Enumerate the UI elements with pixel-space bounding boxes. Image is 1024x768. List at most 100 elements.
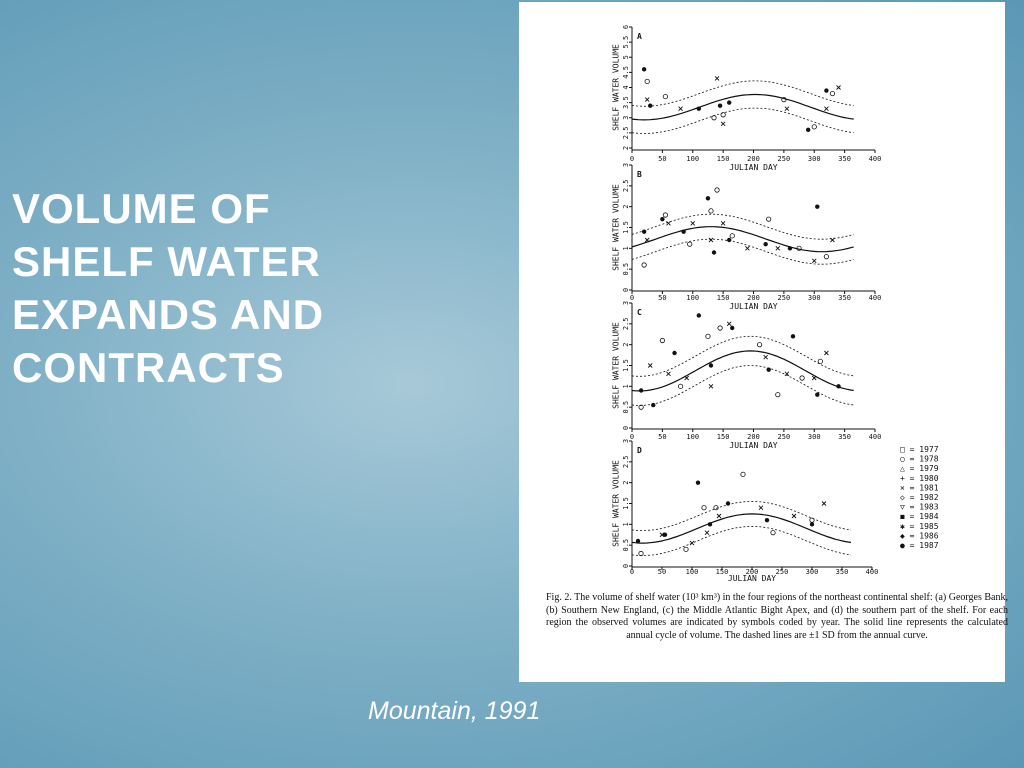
x-tick-label: 200 xyxy=(747,294,760,302)
y-tick-label: 2.5 xyxy=(622,127,630,140)
y-axis-label: SHELF WATER VOLUME xyxy=(612,460,621,547)
legend-entry: ◇ = 1982 xyxy=(900,493,939,502)
data-point xyxy=(809,522,815,527)
y-tick-label: 4 xyxy=(622,85,630,89)
x-tick-label: 0 xyxy=(630,568,634,576)
data-point xyxy=(662,212,669,218)
y-tick-label: 3 xyxy=(622,116,630,120)
data-point xyxy=(796,245,802,251)
legend-entry: ✱ = 1985 xyxy=(900,522,939,531)
data-point xyxy=(787,246,793,251)
legend-entry: ◆ = 1986 xyxy=(900,531,939,540)
data-point xyxy=(711,250,717,255)
y-tick-label: 2.5 xyxy=(622,456,630,469)
data-point xyxy=(647,363,653,368)
x-tick-label: 300 xyxy=(808,433,821,441)
data-point xyxy=(727,237,732,243)
y-tick-label: 1.5 xyxy=(622,221,630,234)
x-tick-label: 150 xyxy=(717,155,730,163)
data-point xyxy=(660,216,665,222)
data-point xyxy=(683,546,689,552)
y-tick-label: 1 xyxy=(622,246,630,250)
y-tick-label: 3 xyxy=(622,439,630,443)
y-tick-label: 2 xyxy=(622,205,630,209)
y-tick-label: 5 xyxy=(622,55,630,59)
data-point xyxy=(763,354,768,360)
sd-curve xyxy=(631,500,852,531)
data-point xyxy=(821,501,827,506)
x-tick-label: 350 xyxy=(838,294,851,302)
legend-entry: + = 1980 xyxy=(900,474,939,483)
figure-background xyxy=(519,2,1005,682)
x-tick-label: 300 xyxy=(808,155,821,163)
data-point xyxy=(707,522,713,527)
x-tick-label: 350 xyxy=(838,433,851,441)
data-point xyxy=(716,513,722,519)
data-point xyxy=(635,538,641,544)
data-point xyxy=(717,325,723,331)
data-point xyxy=(672,350,677,356)
data-point xyxy=(684,375,689,381)
data-point xyxy=(790,334,796,339)
x-tick-label: 150 xyxy=(717,433,730,441)
data-point xyxy=(811,124,817,130)
annual-curve xyxy=(631,513,852,544)
figure-caption: Fig. 2. The volume of shelf water (10³ k… xyxy=(546,592,1008,641)
x-axis-label: JULIAN DAY xyxy=(728,574,776,583)
legend-entry: △ = 1979 xyxy=(900,464,939,473)
y-tick-label: 1.5 xyxy=(622,497,630,510)
data-point xyxy=(644,78,650,85)
data-point xyxy=(766,367,771,372)
data-point xyxy=(809,517,815,523)
y-tick-label: 0.5 xyxy=(622,539,630,552)
panel-label: B xyxy=(637,170,642,179)
y-tick-label: 0.5 xyxy=(622,401,630,414)
data-point xyxy=(651,402,656,408)
x-tick-label: 400 xyxy=(869,433,882,441)
data-point xyxy=(817,358,823,364)
data-point xyxy=(725,501,731,506)
y-tick-label: 3.5 xyxy=(622,96,630,109)
x-tick-label: 400 xyxy=(869,155,882,163)
data-point xyxy=(811,375,817,381)
y-tick-label: 2.5 xyxy=(622,318,630,331)
data-point xyxy=(662,532,668,537)
sd-curve xyxy=(631,335,854,377)
data-point xyxy=(714,187,720,193)
sd-curve xyxy=(631,80,854,107)
data-point xyxy=(720,221,726,226)
data-point xyxy=(720,112,726,118)
data-point xyxy=(638,550,644,557)
legend-entry: ▽ = 1983 xyxy=(900,503,939,512)
y-tick-label: 3 xyxy=(622,301,630,305)
data-point xyxy=(695,480,701,485)
legend-entry: □ = 1977 xyxy=(900,445,939,454)
y-tick-label: 1.5 xyxy=(622,359,630,372)
y-tick-label: 0 xyxy=(622,288,630,292)
y-tick-label: 1 xyxy=(622,522,630,526)
data-point xyxy=(678,106,683,111)
x-tick-label: 200 xyxy=(746,568,759,576)
data-point xyxy=(764,517,770,523)
annual-curve xyxy=(631,93,854,121)
data-point xyxy=(711,115,717,121)
y-tick-label: 2 xyxy=(622,146,630,150)
data-point xyxy=(708,363,714,368)
x-tick-label: 250 xyxy=(778,433,791,441)
citation: Mountain, 1991 xyxy=(368,697,541,725)
x-tick-label: 250 xyxy=(778,294,791,302)
data-point xyxy=(704,530,710,535)
data-point xyxy=(705,333,711,339)
slide-title: VOLUME OF SHELF WATER EXPANDS AND CONTRA… xyxy=(12,185,325,391)
y-axis-label: SHELF WATER VOLUME xyxy=(612,322,621,409)
x-axis-label: JULIAN DAY xyxy=(729,163,777,172)
x-tick-label: 400 xyxy=(869,294,882,302)
data-point xyxy=(730,325,735,331)
data-point xyxy=(644,237,650,243)
data-point xyxy=(687,241,693,247)
data-point xyxy=(799,375,805,381)
x-tick-label: 250 xyxy=(778,155,791,163)
data-point xyxy=(775,392,781,398)
data-point xyxy=(830,237,835,243)
